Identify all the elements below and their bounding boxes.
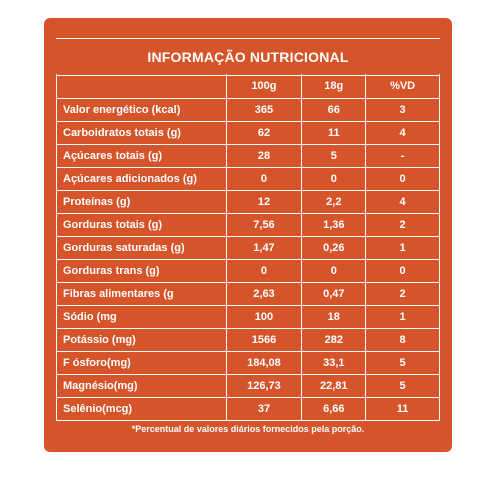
value-18g: 0,26 — [301, 236, 367, 260]
header-100g: 100g — [225, 74, 303, 99]
value-18g: 66 — [301, 98, 367, 122]
table-row: F ósforo(mg) 184,08 33,1 5 — [56, 351, 440, 375]
nutrient-label: Gorduras saturadas (g) — [56, 236, 227, 260]
nutrient-label: Magnésio(mg) — [56, 374, 227, 398]
value-100g: 7,56 — [225, 213, 303, 237]
value-vd: 11 — [365, 397, 440, 421]
table-row: Potássio (mg) 1566 282 8 — [56, 328, 440, 352]
value-100g: 12 — [225, 190, 303, 214]
value-100g: 62 — [225, 121, 303, 145]
value-vd: 0 — [365, 259, 440, 283]
nutrient-label-text: Fibras alimentares (g — [63, 288, 174, 300]
value-vd: 3 — [365, 98, 440, 122]
value-100g: 28 — [225, 144, 303, 168]
nutrient-label-text: Açúcares adicionados (g) — [63, 173, 197, 185]
header-18g: 18g — [301, 74, 367, 99]
value-vd: 5 — [365, 351, 440, 375]
value-100g: 37 — [225, 397, 303, 421]
value-vd: 5 — [365, 374, 440, 398]
value-100g: 0 — [225, 259, 303, 283]
nutrient-label: Fibras alimentares (g — [56, 282, 227, 306]
value-vd: - — [365, 144, 440, 168]
value-18g: 33,1 — [301, 351, 367, 375]
table-row: Açúcares totais (g) 28 5- — [56, 144, 440, 168]
nutrient-label: Gorduras totais (g) — [56, 213, 227, 237]
value-18g: 2,2 — [301, 190, 367, 214]
nutrient-label-text: Selênio(mcg) — [63, 403, 133, 415]
value-vd: 8 — [365, 328, 440, 352]
value-18g: 11 — [301, 121, 367, 145]
header-nutrient — [56, 74, 227, 99]
nutrient-label-text: Carboidratos totais (g) — [63, 127, 181, 139]
nutrient-label: Selênio(mcg) — [56, 397, 227, 421]
nutrient-label-text: Açúcares totais (g) — [63, 150, 163, 162]
nutrition-table: 100g 18g %VD Valor energético (kcal) 365 6… — [56, 74, 440, 421]
value-100g: 1,47 — [225, 236, 303, 260]
table-row: Fibras alimentares (g 2,63 0,47 2 — [56, 282, 440, 306]
table-row: Valor energético (kcal) 365 66 3 — [56, 98, 440, 122]
value-vd: 2 — [365, 213, 440, 237]
value-vd: 0 — [365, 167, 440, 191]
table-row: Sódio (mg 100 18 1 — [56, 305, 440, 329]
nutrient-label-text: Gorduras trans (g) — [63, 265, 160, 277]
footnote: *Percentual de valores diários fornecido… — [131, 424, 365, 434]
value-vd: 1 — [365, 305, 440, 329]
value-100g: 126,73 — [225, 374, 303, 398]
header-vd: %VD — [365, 74, 440, 99]
table-row: Gorduras saturadas (g) 1,47 0,26 1 — [56, 236, 440, 260]
value-18g: 0,47 — [301, 282, 367, 306]
value-vd: 4 — [365, 190, 440, 214]
value-100g: 2,63 — [225, 282, 303, 306]
nutrient-label-text: F ósforo(mg) — [63, 357, 131, 369]
nutrient-label-text: Proteínas (g) — [63, 196, 131, 208]
table-row: Carboidratos totais (g) 62 11 4 — [56, 121, 440, 145]
table-row: Gorduras trans (g) 0 0 0 — [56, 259, 440, 283]
table-row: Gorduras totais (g) 7,56 1,36 2 — [56, 213, 440, 237]
value-18g: 5 — [301, 144, 367, 168]
nutrient-label-text: Sódio (mg — [63, 311, 117, 323]
value-18g: 282 — [301, 328, 367, 352]
value-vd: 1 — [365, 236, 440, 260]
nutrient-label-text: Gorduras saturadas (g) — [63, 242, 185, 254]
value-vd: 4 — [365, 121, 440, 145]
nutrient-label: Açúcares adicionados (g) — [56, 167, 227, 191]
value-100g: 100 — [225, 305, 303, 329]
value-18g: 18 — [301, 305, 367, 329]
table-row: Proteínas (g) 12 2,2 4 — [56, 190, 440, 214]
nutrient-label: Potássio (mg) — [56, 328, 227, 352]
table-header-row: 100g 18g %VD — [56, 74, 440, 99]
value-18g: 22,81 — [301, 374, 367, 398]
nutrient-label: Sódio (mg — [56, 305, 227, 329]
value-100g: 365 — [225, 98, 303, 122]
nutrient-label-text: Potássio (mg) — [63, 334, 136, 346]
value-vd: 2 — [365, 282, 440, 306]
nutrient-label: F ósforo(mg) — [56, 351, 227, 375]
table-body: Valor energético (kcal) 365 66 3 Carboidrato… — [56, 98, 440, 421]
value-18g: 6,66 — [301, 397, 367, 421]
table-row: Açúcares adicionados (g) 0 0 0 — [56, 167, 440, 191]
nutrient-label: Proteínas (g) — [56, 190, 227, 214]
nutrient-label: Carboidratos totais (g) — [56, 121, 227, 145]
nutrient-label-text: Gorduras totais (g) — [63, 219, 163, 231]
nutrient-label: Valor energético (kcal) — [56, 98, 227, 122]
nutrition-facts-panel: INFORMAÇÃO NUTRICIONAL 100g 18g %VD Valo… — [44, 18, 452, 452]
nutrient-label: Gorduras trans (g) — [56, 259, 227, 283]
value-18g: 1,36 — [301, 213, 367, 237]
nutrient-label-text: Magnésio(mg) — [63, 380, 138, 392]
value-18g: 0 — [301, 167, 367, 191]
table-title: INFORMAÇÃO NUTRICIONAL — [56, 38, 440, 76]
value-18g: 0 — [301, 259, 367, 283]
value-100g: 184,08 — [225, 351, 303, 375]
value-100g: 1566 — [225, 328, 303, 352]
table-row: Selênio(mcg) 37 6,66 11 — [56, 397, 440, 421]
value-100g: 0 — [225, 167, 303, 191]
nutrient-label-text: Valor energético (kcal) — [63, 104, 181, 116]
table-row: Magnésio(mg) 126,73 22,81 5 — [56, 374, 440, 398]
nutrient-label: Açúcares totais (g) — [56, 144, 227, 168]
